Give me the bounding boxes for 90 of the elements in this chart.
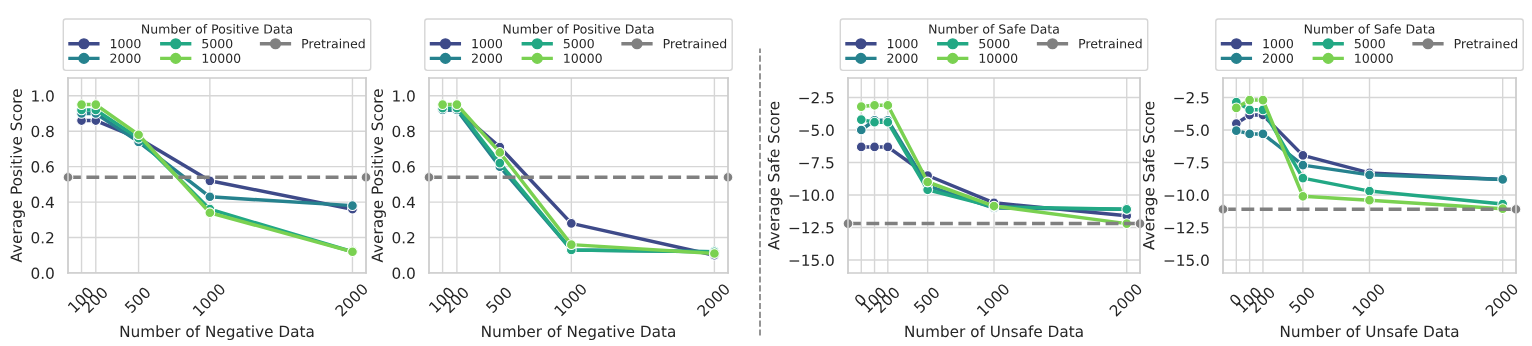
- y-tick-label: −2.5: [799, 91, 834, 104]
- point: [1297, 172, 1309, 184]
- y-tick-label: −10.0: [789, 189, 834, 202]
- legend-label: 1000: [110, 38, 141, 49]
- y-axis-title: Average Positive Score: [10, 89, 25, 263]
- legend-label: 1000: [472, 38, 503, 49]
- y-tick-label: −12.5: [789, 221, 834, 234]
- y-tick-label: 1.0: [393, 90, 415, 102]
- y-tick-label: −5.0: [1174, 124, 1209, 137]
- point: [869, 141, 880, 153]
- y-axis-title: Average Safe Score: [1142, 101, 1158, 250]
- y-axis-title: Average Safe Score: [767, 101, 783, 250]
- legend-label: 2000: [471, 53, 503, 63]
- legend-label: 5000: [979, 38, 1010, 49]
- point: [1230, 102, 1242, 114]
- legend-label: 5000: [1354, 38, 1385, 49]
- point: [882, 141, 894, 153]
- point: [204, 207, 216, 219]
- x-axis-title: Number of Unsafe Data: [1280, 325, 1459, 338]
- legend-label: 1000: [887, 38, 918, 49]
- point: [437, 99, 448, 110]
- y-tick-label: −12.5: [1164, 221, 1209, 234]
- legend-label: Pretrained: [1454, 38, 1518, 49]
- point: [855, 101, 867, 112]
- point: [90, 99, 102, 110]
- x-tick-label: 500: [1288, 286, 1316, 314]
- point: [1257, 128, 1269, 140]
- x-axis-title: Number of Negative Data: [120, 325, 314, 341]
- point: [1244, 128, 1256, 140]
- legend-label: Pretrained: [1079, 38, 1142, 49]
- point: [1257, 94, 1269, 106]
- point: [1364, 194, 1375, 206]
- point: [869, 99, 880, 111]
- y-tick-label: −5.0: [799, 124, 834, 137]
- point: [1297, 159, 1309, 171]
- point: [1297, 190, 1309, 202]
- legend-title: Number of Safe Data: [929, 24, 1059, 34]
- y-tick-label: 0.4: [31, 196, 54, 209]
- y-tick-label: 0.6: [31, 161, 54, 173]
- y-tick-label: −15.0: [789, 254, 834, 267]
- point: [1297, 149, 1309, 161]
- y-tick-label: 1.0: [32, 90, 54, 102]
- x-tick-label: 500: [485, 286, 513, 314]
- y-tick-label: 0.8: [392, 125, 415, 138]
- point: [855, 141, 867, 153]
- legend-label: Pretrained: [302, 38, 365, 49]
- legend-label: 10000: [564, 53, 602, 63]
- y-tick-label: −10.0: [1164, 189, 1209, 202]
- point: [1364, 185, 1375, 197]
- legend-label: 2000: [110, 53, 141, 63]
- y-tick-label: −2.5: [1174, 91, 1209, 104]
- y-tick-label: 0.4: [392, 196, 415, 209]
- point: [204, 191, 216, 203]
- x-axis-title: Number of Unsafe Data: [905, 325, 1083, 338]
- legend-label: 2000: [1262, 53, 1294, 63]
- point: [494, 157, 506, 169]
- y-tick-label: 0.6: [392, 161, 415, 173]
- point: [494, 147, 506, 158]
- legend-label: Pretrained: [663, 38, 727, 49]
- point: [882, 99, 894, 111]
- y-axis-title: Average Positive Score: [371, 89, 386, 263]
- point: [855, 114, 867, 125]
- y-tick-label: 0.0: [392, 267, 415, 280]
- y-tick-label: 0.2: [392, 232, 415, 244]
- legend-title: Number of Positive Data: [142, 24, 292, 34]
- y-tick-label: 0.0: [31, 267, 54, 280]
- point: [76, 99, 87, 110]
- point: [565, 217, 577, 229]
- point: [451, 99, 463, 110]
- y-tick-label: 0.2: [31, 232, 54, 244]
- point: [1230, 125, 1242, 137]
- legend-label: 10000: [1355, 53, 1393, 63]
- point: [1244, 104, 1256, 116]
- legend-label: 10000: [202, 53, 241, 63]
- point: [922, 176, 934, 188]
- legend-title: Number of Safe Data: [1304, 24, 1435, 34]
- legend-label: 2000: [887, 53, 918, 63]
- legend-label: 5000: [202, 38, 233, 49]
- x-axis-title: Number of Negative Data: [482, 325, 675, 341]
- point: [855, 124, 867, 136]
- y-tick-label: −15.0: [1164, 254, 1209, 267]
- point: [1244, 94, 1256, 106]
- y-tick-label: −7.5: [799, 157, 834, 169]
- legend-label: 5000: [563, 38, 594, 49]
- y-tick-label: 0.8: [31, 125, 54, 138]
- legend-title: Number of Positive Data: [503, 24, 654, 34]
- point: [565, 239, 577, 251]
- legend-label: 1000: [1263, 38, 1294, 49]
- legend-label: 10000: [979, 53, 1018, 63]
- y-tick-label: −7.5: [1174, 157, 1209, 169]
